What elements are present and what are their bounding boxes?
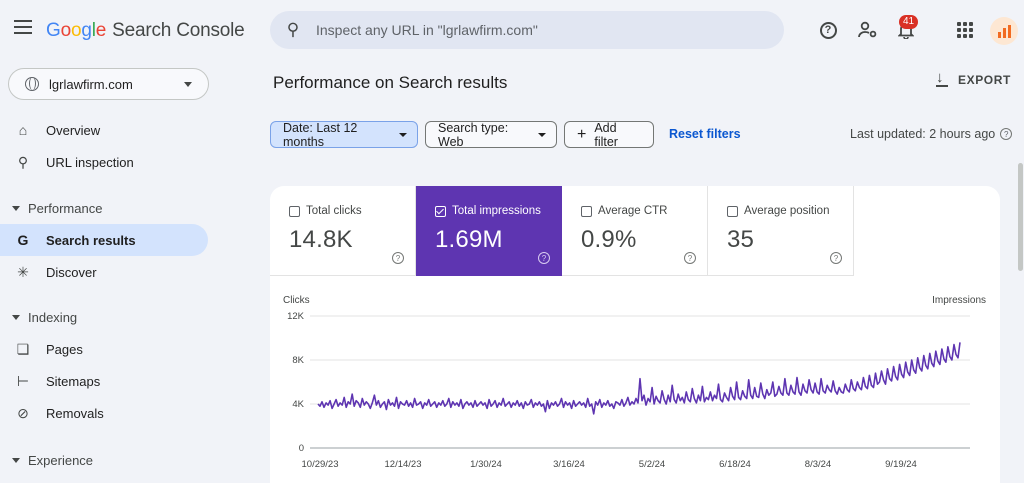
section-indexing[interactable]: Indexing [12, 310, 77, 325]
search-icon[interactable]: ⚲ [286, 20, 300, 39]
metric-value: 35 [727, 226, 755, 253]
property-name: lgrlawfirm.com [49, 76, 133, 92]
help-icon[interactable]: ? [538, 252, 550, 264]
date-filter-chip[interactable]: Date: Last 12 months [270, 121, 418, 149]
account-avatar[interactable] [990, 17, 1018, 45]
metric-total-clicks[interactable]: Total clicks 14.8K ? [270, 186, 416, 276]
sidebar-item-removals[interactable]: ⊘ Removals [0, 397, 208, 429]
y-tick-label: 8K [292, 355, 304, 366]
apps-grid-icon[interactable] [953, 18, 977, 42]
x-tick-label: 12/14/23 [385, 459, 422, 470]
x-tick-label: 3/16/24 [553, 459, 585, 470]
property-selector[interactable]: lgrlawfirm.com [8, 68, 209, 100]
download-icon [936, 69, 948, 87]
x-tick-label: 5/2/24 [639, 459, 665, 470]
search-type-filter-chip[interactable]: Search type: Web [425, 121, 557, 149]
sidebar-item-label: Discover [46, 264, 97, 280]
performance-card: Total clicks 14.8K ? Total impressions 1… [270, 186, 1000, 483]
sidebar-item-label: Sitemaps [46, 373, 101, 389]
x-tick-label: 1/30/24 [470, 459, 502, 470]
search-icon: ⚲ [17, 153, 29, 170]
y-tick-label: 4K [292, 399, 304, 410]
help-icon[interactable]: ? [392, 252, 404, 264]
sidebar-item-label: Overview [46, 122, 101, 138]
dropdown-arrow-icon [399, 132, 407, 137]
metric-value: 1.69M [435, 226, 503, 253]
help-icon[interactable]: ? [816, 18, 840, 42]
x-tick-label: 10/29/23 [302, 459, 339, 470]
x-tick-label: 6/18/24 [719, 459, 751, 470]
notification-badge: 41 [899, 15, 919, 29]
collapse-triangle-icon [12, 206, 20, 211]
help-icon[interactable]: ? [1000, 128, 1013, 140]
x-tick-label: 8/3/24 [805, 459, 831, 470]
sidebar-item-discover[interactable]: ✳ Discover [0, 256, 208, 288]
pages-icon: ❏ [16, 340, 30, 357]
sidebar-item-label: Pages [46, 341, 83, 357]
checkbox-icon[interactable] [581, 205, 592, 217]
last-updated-status: Last updated: 2 hours ago ? [850, 127, 1013, 141]
plus-icon: + [577, 125, 587, 143]
add-filter-button[interactable]: + Add filter [564, 121, 654, 149]
reset-filters-link[interactable]: Reset filters [669, 127, 741, 141]
dropdown-arrow-icon [538, 132, 546, 137]
collapse-triangle-icon [12, 458, 20, 463]
sidebar-item-url-inspection[interactable]: ⚲ URL inspection [0, 146, 208, 178]
url-inspect-input[interactable] [316, 22, 746, 38]
section-performance[interactable]: Performance [12, 201, 102, 216]
checkbox-checked-icon[interactable] [435, 205, 446, 217]
url-inspect-search-bar[interactable]: ⚲ [270, 11, 784, 49]
home-icon: ⌂ [18, 122, 28, 138]
sidebar: lgrlawfirm.com ⌂ Overview ⚲ URL inspecti… [0, 62, 220, 483]
impressions-series-line[interactable] [317, 342, 961, 415]
metric-value: 14.8K [289, 226, 353, 253]
checkbox-icon[interactable] [289, 205, 300, 217]
metric-average-position[interactable]: Average position 35 ? [708, 186, 854, 276]
sidebar-item-label: Removals [46, 405, 104, 421]
globe-icon [25, 77, 39, 91]
help-icon[interactable]: ? [684, 252, 696, 264]
product-name: Search Console [112, 20, 245, 41]
metric-average-ctr[interactable]: Average CTR 0.9% ? [562, 186, 708, 276]
y-tick-label: 12K [287, 311, 305, 322]
page-title: Performance on Search results [273, 73, 508, 92]
help-icon[interactable]: ? [830, 252, 842, 264]
sidebar-item-sitemaps[interactable]: ⊢ Sitemaps [0, 365, 208, 397]
collapse-triangle-icon [12, 315, 20, 320]
asterisk-icon: ✳ [17, 263, 29, 280]
left-axis-title: Clicks [283, 295, 310, 306]
sidebar-item-search-results[interactable]: G Search results [0, 224, 208, 256]
menu-icon[interactable] [14, 20, 32, 34]
metric-total-impressions[interactable]: Total impressions 1.69M ? [416, 186, 562, 276]
google-g-icon: G [17, 232, 29, 248]
metric-value: 0.9% [581, 226, 637, 253]
y-tick-label: 0 [299, 443, 304, 454]
sidebar-item-label: URL inspection [46, 154, 134, 170]
removals-icon: ⊘ [17, 404, 29, 421]
sidebar-item-label: Search results [46, 232, 136, 248]
chevron-down-icon [184, 82, 192, 87]
performance-chart[interactable]: Clicks Impressions 0 4K 8K 12K 10/29/23 12/14… [270, 286, 1000, 483]
page-scrollbar[interactable] [1018, 163, 1023, 271]
app-logo[interactable]: Google Search Console [46, 20, 245, 41]
chart-svg: 0 4K 8K 12K 10/29/23 12/14/23 1/30/24 3/16/24 5/… [287, 311, 970, 470]
sitemap-icon: ⊢ [16, 372, 30, 389]
section-experience[interactable]: Experience [12, 453, 93, 468]
right-axis-title: Impressions [932, 295, 986, 306]
sidebar-item-pages[interactable]: ❏ Pages [0, 333, 208, 365]
export-button[interactable]: EXPORT [936, 69, 1011, 87]
x-tick-label: 9/19/24 [885, 459, 917, 470]
users-settings-icon[interactable] [856, 18, 880, 42]
checkbox-icon[interactable] [727, 205, 738, 217]
sidebar-item-overview[interactable]: ⌂ Overview [0, 114, 208, 146]
